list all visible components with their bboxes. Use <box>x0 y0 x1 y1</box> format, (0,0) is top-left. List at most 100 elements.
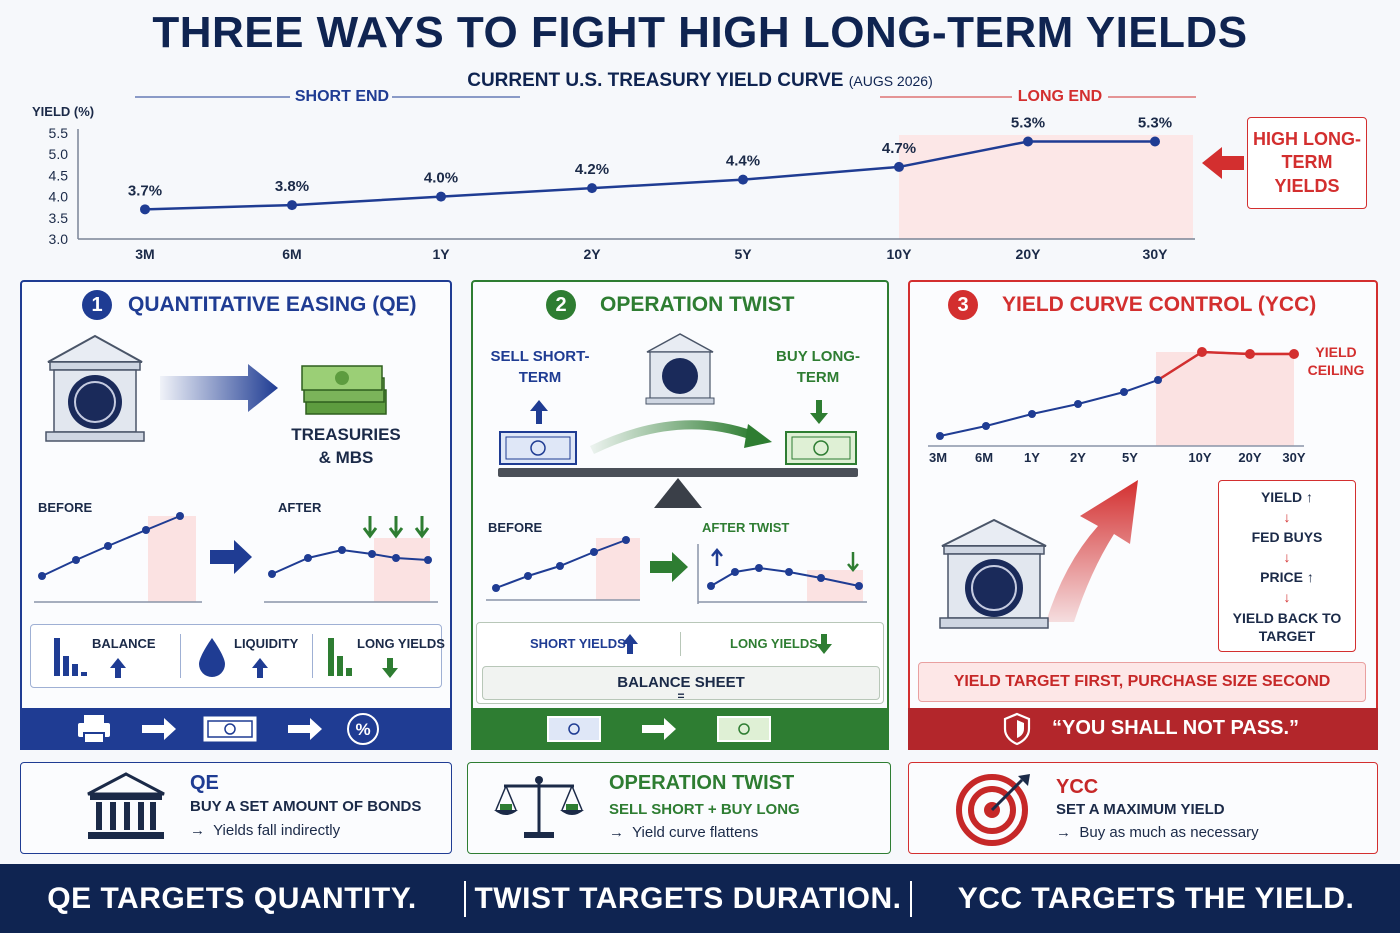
twist-curve-arrow-icon <box>590 420 772 455</box>
qe-card-line2-text: Yields fall indirectly <box>213 822 341 839</box>
qe-card-line2: → Yields fall indirectly <box>190 822 341 839</box>
step-arrow-icon-1: ↓ <box>1283 509 1291 525</box>
ycc-step-2: FED BUYS <box>1251 529 1323 545</box>
high-yields-callout: HIGH LONG-TERM YIELDS <box>1247 117 1367 209</box>
twist-before-mini-chart <box>486 536 640 601</box>
yield-data-point <box>894 161 904 172</box>
twist-process-strip <box>471 708 889 750</box>
yield-data-point <box>436 191 446 202</box>
qe-card-building-icon <box>87 772 165 839</box>
bar-chart-icon <box>54 638 87 676</box>
qe-flow-arrow-icon <box>160 364 278 412</box>
ycc-quote: “YOU SHALL NOT PASS.” <box>1052 717 1300 739</box>
x-tick-label: 2Y <box>583 246 601 262</box>
yield-ceiling-label: YIELD CEILING <box>1307 344 1365 379</box>
percent-icon: % <box>347 713 379 745</box>
qe-before-mini-chart <box>34 512 202 603</box>
ycc-tick-label: 6M <box>975 450 993 465</box>
x-tick-label: 30Y <box>1143 246 1169 262</box>
x-tick-label: 10Y <box>887 246 913 262</box>
qe-asset-label: TREASURIES & MBS <box>291 425 401 467</box>
ycc-tick-label: 30Y <box>1282 450 1305 465</box>
twist-card-title: OPERATION TWIST <box>609 772 795 794</box>
x-tick-label: 3M <box>135 246 154 262</box>
long-term-bond-icon <box>785 431 857 465</box>
target-icon <box>956 774 1030 846</box>
ycc-tick-labels: 3M 6M 1Y 2Y 5Y 10Y 20Y 30Y <box>929 450 1306 465</box>
balance-scale-icon <box>494 776 584 838</box>
footer-twist: TWIST TARGETS DURATION. <box>474 881 902 915</box>
top-yield-chart: SHORT END LONG END YIELD (%) 5.5 5.0 4.5 4.… <box>32 88 1196 262</box>
twist-after-mini-chart <box>697 544 867 604</box>
footer-divider-2 <box>910 880 912 917</box>
ycc-card-title: YCC <box>1056 776 1099 798</box>
yield-data-point <box>1150 136 1160 147</box>
strip-arrow-icon <box>142 718 176 740</box>
ycc-rising-arrow-icon <box>1046 480 1138 622</box>
yield-data-point <box>1023 136 1033 147</box>
subtitle-note: (AUGS 2026) <box>848 73 933 89</box>
twist-before-label: BEFORE <box>488 520 543 535</box>
ycc-steps-box <box>1218 480 1356 652</box>
qe-before-label: BEFORE <box>38 500 93 515</box>
buy-long-term-label: BUY LONG-TERM <box>776 348 860 386</box>
qe-card-title: QE <box>190 772 219 794</box>
y-tick-label: 4.0 <box>49 189 69 205</box>
yield-data-label: 4.2% <box>575 161 609 178</box>
banknote-icon <box>203 716 257 742</box>
liquidity-up-arrow-icon <box>252 658 268 678</box>
ycc-tick-label: 5Y <box>1122 450 1138 465</box>
qe-title: QUANTITATIVE EASING (QE) <box>128 293 417 316</box>
long-yields-down-arrow-icon-2 <box>816 634 832 654</box>
yield-data-point <box>140 204 150 215</box>
ycc-mini-chart: 3M 6M 1Y 2Y 5Y 10Y 20Y 30Y <box>928 347 1306 465</box>
buy-down-arrow-icon <box>810 400 828 424</box>
short-yields-label: SHORT YIELDS <box>530 636 626 651</box>
yield-data-label: 5.3% <box>1011 114 1045 131</box>
strip-short-bond-icon <box>547 716 601 742</box>
y-axis-label: YIELD (%) <box>32 104 94 119</box>
yield-data-point <box>587 183 597 194</box>
top-chart-plot: 5.5 5.0 4.5 4.0 3.5 3.0 3M 6M 1Y 2Y 5Y 10Y 20Y 30Y 3.7… <box>49 114 1195 262</box>
qe-card-line1: BUY A SET AMOUNT OF BONDS <box>190 798 422 815</box>
twist-card-line2: → Yield curve flattens <box>609 824 759 841</box>
footer-ycc: YCC TARGETS THE YIELD. <box>957 881 1355 915</box>
yield-curve-line <box>144 140 1155 211</box>
step-arrow-icon-2: ↓ <box>1283 549 1291 565</box>
twist-card-line1: SELL SHORT + BUY LONG <box>609 801 800 818</box>
balance-up-arrow-icon <box>110 658 126 678</box>
strip-arrow-icon-2 <box>288 718 322 740</box>
ycc-tick-label: 20Y <box>1238 450 1261 465</box>
metrics-divider-1 <box>180 634 181 678</box>
footer-banner: QE TARGETS QUANTITY. TWIST TARGETS DURAT… <box>0 864 1400 933</box>
footer-qe: QE TARGETS QUANTITY. <box>47 881 417 915</box>
twist-fed-building-icon <box>645 333 715 405</box>
y-tick-label: 5.5 <box>49 125 69 141</box>
footer-divider-1 <box>464 880 466 917</box>
short-end-label: SHORT END <box>295 88 389 105</box>
twist-before-after-arrow-icon <box>650 552 688 582</box>
x-tick-label: 20Y <box>1016 246 1042 262</box>
page-title: THREE WAYS TO FIGHT HIGH LONG-TERM YIELD… <box>152 8 1248 57</box>
qe-after-label: AFTER <box>278 500 322 515</box>
twist-number-badge: 2 <box>546 290 576 320</box>
ycc-step-4: YIELD BACK TO TARGET <box>1232 610 1342 645</box>
y-tick-label: 4.5 <box>49 167 69 183</box>
liquidity-drop-icon <box>199 638 225 677</box>
qe-metric-liquidity: LIQUIDITY <box>234 636 299 651</box>
long-end-shaded-region <box>899 135 1193 239</box>
ycc-tick-label: 3M <box>929 450 947 465</box>
sell-up-arrow-icon <box>530 400 548 424</box>
short-yields-up-arrow-icon <box>622 634 638 654</box>
twist-title: OPERATION TWIST <box>600 293 795 316</box>
yield-data-label: 4.4% <box>726 153 760 170</box>
x-tick-label: 6M <box>282 246 301 262</box>
ycc-step-1: YIELD ↑ <box>1260 489 1314 505</box>
metrics-divider-2 <box>312 634 313 678</box>
twist-card-line2-text: Yield curve flattens <box>632 824 759 841</box>
twist-after-label: AFTER TWIST <box>702 520 790 535</box>
ycc-card-line2: → Buy as much as necessary <box>1056 824 1259 841</box>
qe-number-badge: 1 <box>82 290 112 320</box>
ycc-tick-label: 1Y <box>1024 450 1040 465</box>
twist-strip-arrow-icon <box>642 718 676 740</box>
